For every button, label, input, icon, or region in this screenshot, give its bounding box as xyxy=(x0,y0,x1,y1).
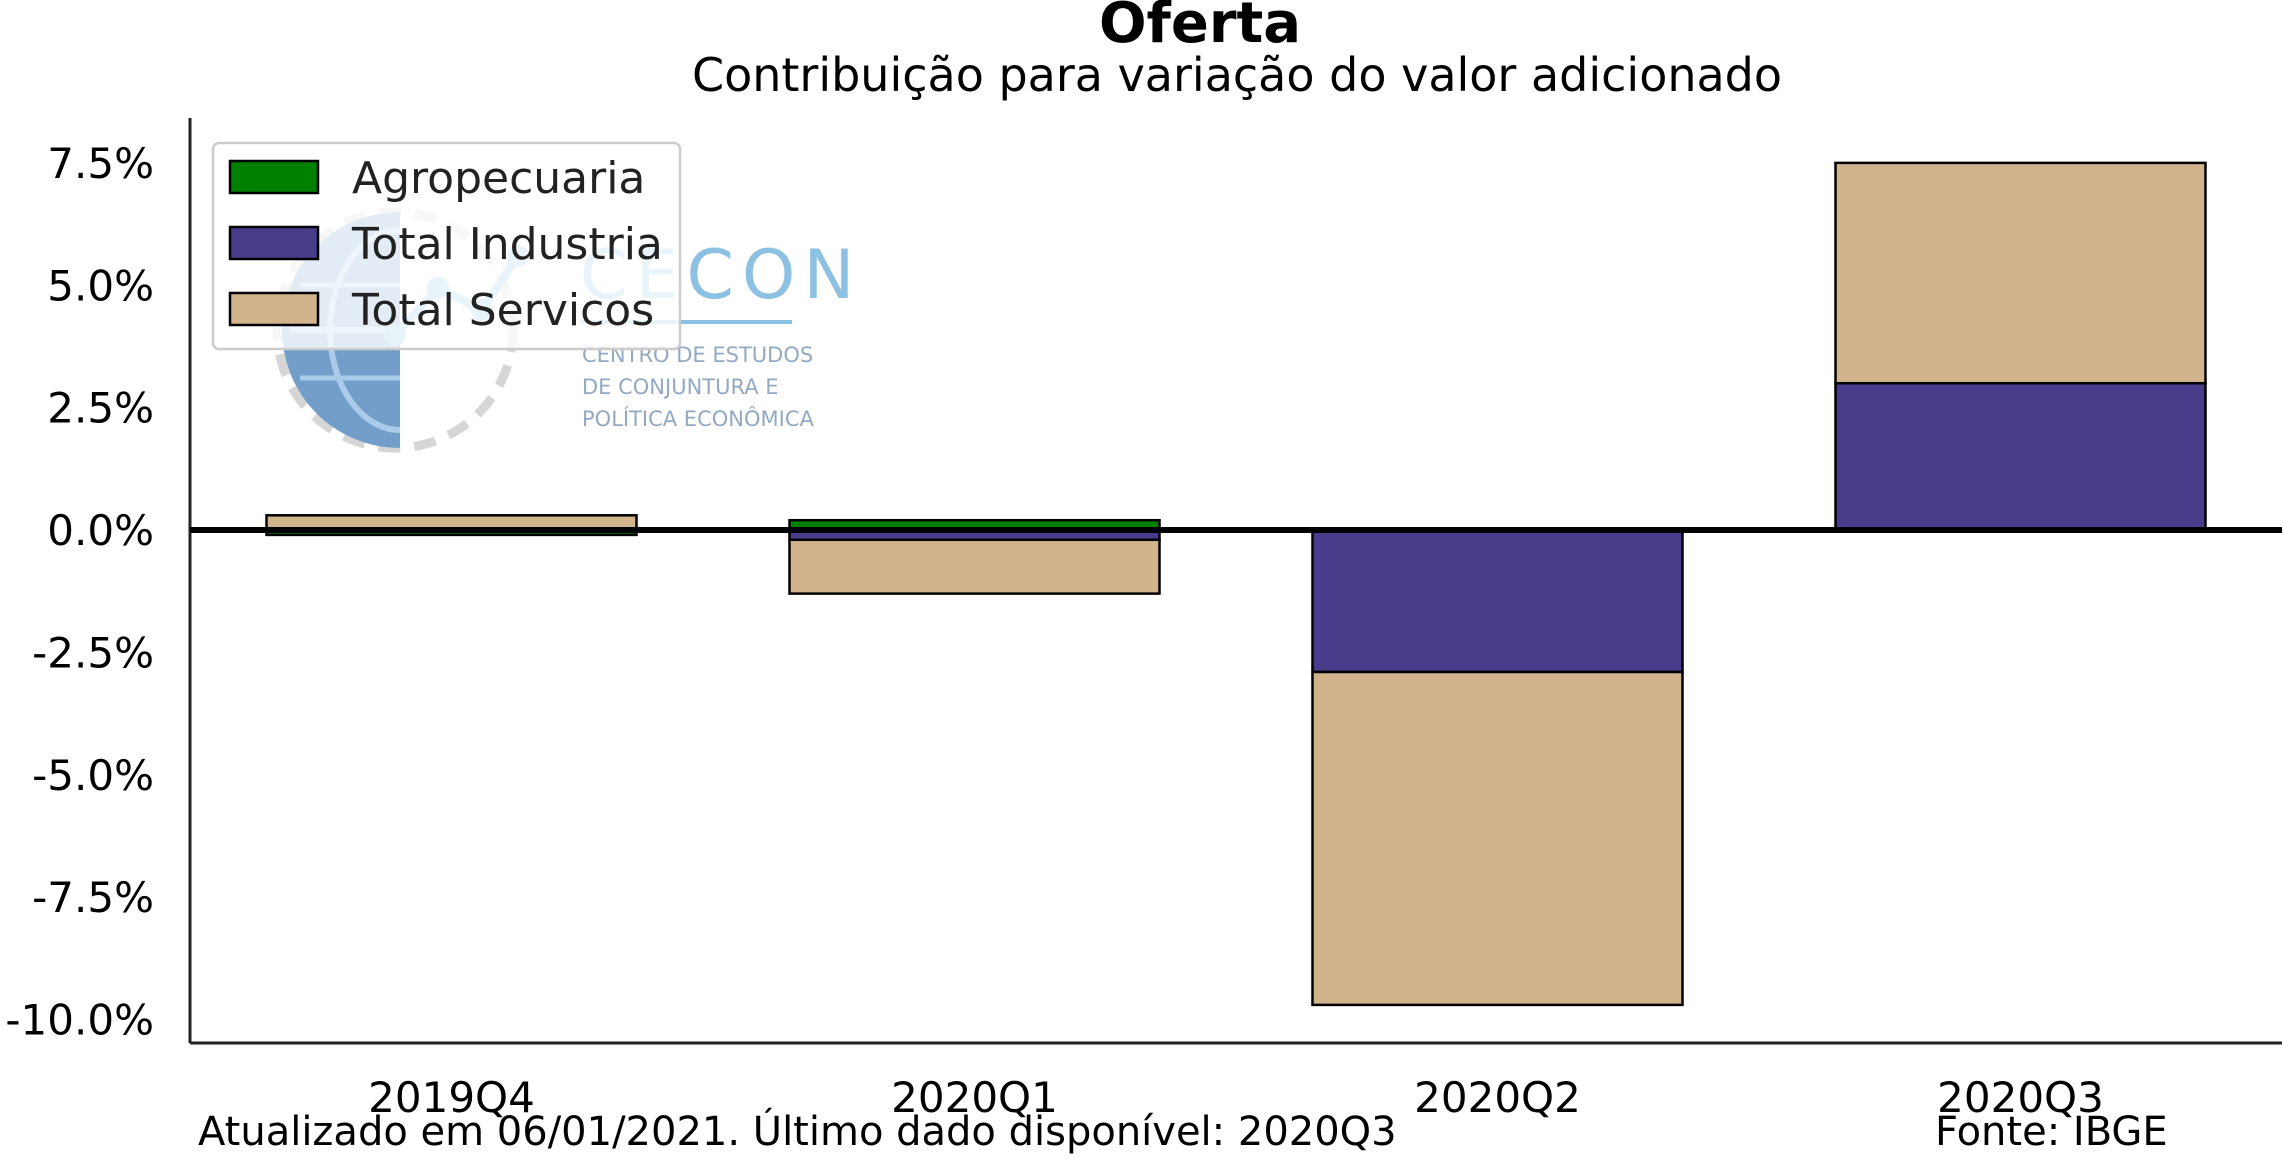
chart-subtitle: Contribuição para variação do valor adic… xyxy=(691,48,1783,102)
legend: Agropecuaria Total Industria Total Servico… xyxy=(211,141,682,351)
bars xyxy=(265,161,2207,1007)
chart-title: Oferta xyxy=(1098,0,1302,56)
legend-box xyxy=(211,141,682,351)
legend-label: Total Servicos xyxy=(351,285,654,336)
footer-source: Fonte: IBGE xyxy=(1935,1109,2168,1155)
x-tick-label: 2019Q4 xyxy=(368,1073,535,1122)
bar-total-industria-2020q2 xyxy=(1311,528,1684,674)
legend-label: Total Industria xyxy=(351,219,663,270)
axes: 2019Q4 2020Q1 2020Q2 2020Q3 7.5% 5.0% 2.5% 0.0%… xyxy=(5,118,2282,1122)
footer-updated-note: Atualizado em 06/01/2021. Último dado di… xyxy=(198,1109,1397,1155)
x-tick-label: 2020Q3 xyxy=(1937,1073,2104,1122)
bar-total-servicos-2020q3 xyxy=(1834,161,2207,385)
watermark-tagline-3: POLÍTICA ECONÔMICA xyxy=(582,406,814,431)
y-tick-label: 7.5% xyxy=(47,139,154,188)
y-tick-label: -5.0% xyxy=(32,751,154,800)
bar-total-servicos-2020q1 xyxy=(788,538,1161,595)
legend-swatch xyxy=(228,291,320,327)
y-tick-label: 5.0% xyxy=(47,261,154,310)
legend-swatch xyxy=(228,225,320,261)
legend-label: Agropecuaria xyxy=(352,153,645,204)
y-tick-label: -7.5% xyxy=(32,873,154,922)
x-tick-label: 2020Q2 xyxy=(1414,1073,1581,1122)
x-tick-label: 2020Q1 xyxy=(891,1073,1058,1122)
legend-swatch xyxy=(228,159,320,195)
bar-total-industria-2020q3 xyxy=(1834,381,2207,532)
y-tick-label: -2.5% xyxy=(32,628,154,677)
bar-total-servicos-2020q2 xyxy=(1311,670,1684,1007)
y-tick-label: 2.5% xyxy=(47,384,154,433)
y-tick-label: -10.0% xyxy=(5,996,154,1045)
y-tick-label: 0.0% xyxy=(47,506,154,555)
watermark-tagline-2: DE CONJUNTURA E xyxy=(582,375,779,399)
